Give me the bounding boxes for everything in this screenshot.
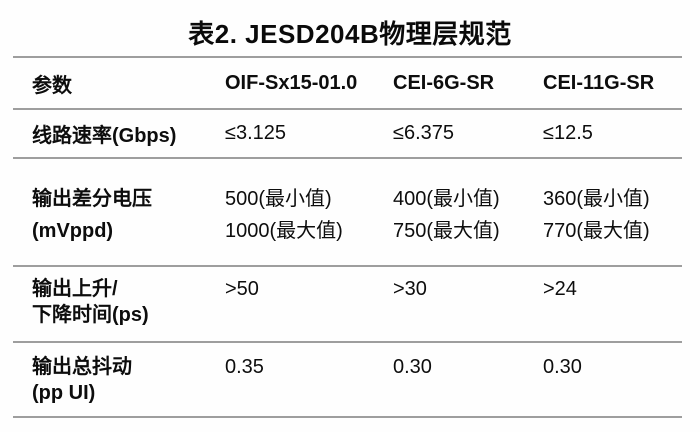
value-line: ≤12.5 xyxy=(543,122,593,144)
value-line: 500(最小值) xyxy=(225,188,332,210)
value-cell: 400(最小值) 750(最大值) xyxy=(393,183,543,265)
spec-table: 参数 OIF-Sx15-01.0 CEI-6G-SR CEI-11G-SR 线路… xyxy=(13,56,682,418)
value-line: 750(最大值) xyxy=(393,220,500,242)
value-cell: 0.30 xyxy=(543,354,682,416)
param-line: (mVppd) xyxy=(32,220,114,242)
table-row-line-rate: 线路速率(Gbps) ≤3.125 ≤6.375 ≤12.5 xyxy=(13,108,682,157)
table-row-total-jitter: 输出总抖动 (pp UI) 0.35 0.30 0.30 xyxy=(13,341,682,418)
value-cell: 500(最小值) 1000(最大值) xyxy=(225,183,393,265)
value-cell: 0.30 xyxy=(393,354,543,416)
param-cell: 输出总抖动 (pp UI) xyxy=(13,354,225,416)
value-cell: ≤12.5 xyxy=(543,122,682,145)
value-line: 0.30 xyxy=(543,356,582,378)
value-cell: ≤6.375 xyxy=(393,122,543,145)
param-line: (pp UI) xyxy=(32,382,96,404)
header-cell-cei-6g: CEI-6G-SR xyxy=(393,71,495,94)
title-block: 表2. JESD204B物理层规范 xyxy=(0,0,700,56)
value-line: >30 xyxy=(393,278,427,300)
table-row-diff-voltage: 输出差分电压 (mVppd) 500(最小值) 1000(最大值) 400(最小… xyxy=(13,157,682,265)
table-header-row: 参数 OIF-Sx15-01.0 CEI-6G-SR CEI-11G-SR xyxy=(13,56,682,108)
value-line: 770(最大值) xyxy=(543,220,650,242)
header-cell-cei-11g: CEI-11G-SR xyxy=(543,71,655,94)
table-row-rise-fall-time: 输出上升/ 下降时间(ps) >50 >30 >24 xyxy=(13,265,682,341)
value-line: 400(最小值) xyxy=(393,188,500,210)
value-line: ≤6.375 xyxy=(393,122,455,144)
value-cell: >30 xyxy=(393,276,543,341)
param-line: 输出差分电压 xyxy=(32,188,152,210)
param-line: 输出上升/ xyxy=(32,278,118,300)
page-title: 表2. JESD204B物理层规范 xyxy=(188,19,512,49)
value-line: 0.35 xyxy=(225,356,264,378)
value-cell: 0.35 xyxy=(225,354,393,416)
value-cell: ≤3.125 xyxy=(225,122,393,145)
param-cell: 线路速率(Gbps) xyxy=(13,119,225,148)
value-cell: >50 xyxy=(225,276,393,341)
header-cell-param: 参数 xyxy=(32,74,72,97)
value-cell: 360(最小值) 770(最大值) xyxy=(543,183,682,265)
param-cell: 输出上升/ 下降时间(ps) xyxy=(13,276,225,341)
value-line: ≤3.125 xyxy=(225,122,287,144)
header-cell-oif-sx15: OIF-Sx15-01.0 xyxy=(225,71,358,94)
value-line: 0.30 xyxy=(393,356,432,378)
value-line: 1000(最大值) xyxy=(225,220,343,242)
param-line: 下降时间(ps) xyxy=(32,304,149,326)
value-line: >24 xyxy=(543,278,577,300)
param-cell: 输出差分电压 (mVppd) xyxy=(13,183,225,265)
param-line: 线路速率(Gbps) xyxy=(32,125,177,147)
value-line: 360(最小值) xyxy=(543,188,650,210)
value-cell: >24 xyxy=(543,276,682,341)
param-line: 输出总抖动 xyxy=(32,356,132,378)
value-line: >50 xyxy=(225,278,259,300)
